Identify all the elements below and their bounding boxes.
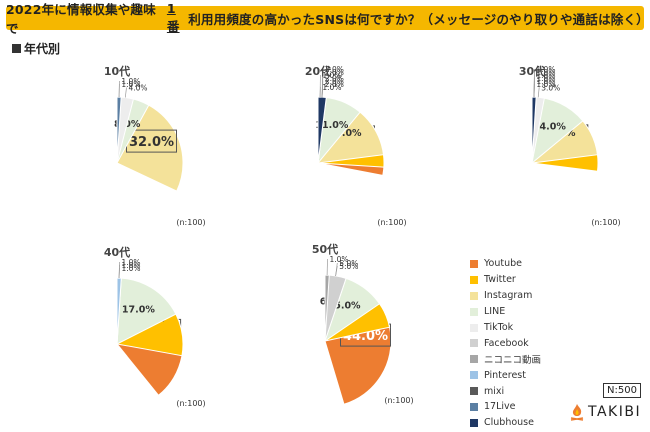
data-label: 1.0% <box>536 71 555 80</box>
legend-item: Facebook <box>470 335 541 351</box>
legend-label: Twitter <box>484 274 516 286</box>
chart-title: 50代 <box>312 242 338 256</box>
total-n-label: N:500 <box>603 383 641 398</box>
title-prefix: 2022年に情報収集や趣味で <box>6 2 156 36</box>
legend-swatch <box>470 259 478 268</box>
data-label: 1.0% <box>330 255 349 264</box>
pie-chart: 28.0%26.0%32.0%8.0%4.0%1.0%1.0%10代(n:100… <box>104 64 206 227</box>
data-label: 1.0% <box>536 80 555 89</box>
takibi-logo: TAKIBI <box>569 403 641 421</box>
title-underlined: 1番 <box>166 1 180 34</box>
leader-line <box>537 87 540 98</box>
data-label: 4.0% <box>129 84 148 93</box>
data-label: 14.0% <box>533 122 566 133</box>
brand-name: TAKIBI <box>588 404 642 420</box>
leader-line <box>335 262 338 276</box>
legend-swatch <box>470 339 478 348</box>
legend: Youtube Twitter Instagram LINE TikTok Faceboo… <box>470 256 541 431</box>
pie-chart: 38.0%27.0%12.0%17.0%1.0%1.0%1.0%40代(n:10… <box>104 245 206 408</box>
legend-swatch <box>470 291 478 300</box>
legend-label: Pinterest <box>484 369 526 381</box>
pie-slice <box>317 96 327 164</box>
data-label: 1.0% <box>322 83 341 92</box>
chart-title: 40代 <box>104 245 130 259</box>
data-label: 1.0% <box>536 65 555 74</box>
data-label: 5.0% <box>339 262 358 271</box>
legend-swatch <box>470 371 478 380</box>
legend-item: Pinterest <box>470 367 541 383</box>
n-label: (n:100) <box>377 218 406 227</box>
pie-chart: 27.0%27.0%23.0%14.0%3.0%1.0%1.0%1.0%1.0%… <box>519 64 621 227</box>
chart-title: 20代 <box>305 64 331 78</box>
legend-label: mixi <box>484 385 505 397</box>
chart-title: 30代 <box>519 64 545 78</box>
legend-item: Clubhouse <box>470 415 541 431</box>
data-label: 2.0% <box>325 77 344 86</box>
legend-item: LINE <box>470 304 541 320</box>
legend-swatch <box>470 418 478 427</box>
legend-label: ニコニコ動画 <box>484 355 542 367</box>
legend-item: Youtube <box>470 256 541 272</box>
pie-slice <box>531 96 537 164</box>
legend-item: Instagram <box>470 288 541 304</box>
data-label: 2.0% <box>325 80 344 89</box>
legend-label: TikTok <box>484 322 514 333</box>
pie-slice <box>116 277 122 345</box>
chart-title: 10代 <box>104 64 130 78</box>
pie-slice <box>324 274 330 342</box>
legend-item: mixi <box>470 383 541 399</box>
legend-swatch <box>470 402 478 411</box>
legend-swatch <box>470 387 478 396</box>
data-label: 23.0% <box>329 128 362 139</box>
legend-item: Twitter <box>470 272 541 288</box>
data-label: 1.0% <box>536 77 555 86</box>
legend-label: 17Live <box>484 401 516 413</box>
data-label: 1.0% <box>536 68 555 77</box>
data-label: 32.0% <box>129 135 174 150</box>
title-banner: 2022年に情報収集や趣味で 1番 利用用頻度の高かったSNSは何ですか？（メッセー… <box>6 1 649 36</box>
square-bullet-icon <box>12 44 21 53</box>
data-label: 11.0% <box>315 120 348 131</box>
data-label: 5.0% <box>339 259 358 268</box>
legend-swatch <box>470 323 478 332</box>
flame-icon <box>570 404 584 421</box>
data-label: 15.0% <box>328 300 361 311</box>
data-label: 1.0% <box>122 261 141 270</box>
n-label: (n:100) <box>176 399 205 408</box>
legend-label: Clubhouse <box>484 417 534 429</box>
leader-line <box>124 87 127 98</box>
n-label: (n:100) <box>176 218 205 227</box>
data-label: 1.0% <box>122 264 141 273</box>
data-label: 1.0% <box>122 258 141 267</box>
data-label: 2.0% <box>325 68 344 77</box>
data-label: 17.0% <box>122 305 155 316</box>
pie-chart: 28.0%26.0%23.0%11.0%1.0%2.0%2.0%2.0%1.0%… <box>305 64 407 227</box>
data-label: 1.0% <box>121 77 140 86</box>
legend-swatch <box>470 355 478 364</box>
data-label: 1.0% <box>121 80 140 89</box>
legend-item: 17Live <box>470 399 541 415</box>
legend-swatch <box>470 275 478 284</box>
legend-item: ニコニコ動画 <box>470 351 541 367</box>
pie-chart: 44.0%21.0%6.0%15.0%5.0%5.0%1.0%50代(n:100… <box>312 242 414 405</box>
data-label: 2.0% <box>325 74 344 83</box>
legend-label: Facebook <box>484 337 529 349</box>
data-label: 2.0% <box>325 65 344 74</box>
data-label: 3.0% <box>541 83 560 92</box>
legend-label: Instagram <box>484 290 533 302</box>
n-label: (n:100) <box>591 218 620 227</box>
legend-label: Youtube <box>484 258 522 270</box>
title-suffix: 利用用頻度の高かったSNSは何ですか？（メッセージのやり取りや通話は除く） <box>188 11 649 27</box>
section-label: 年代別 <box>12 40 60 57</box>
n-label: (n:100) <box>384 396 413 405</box>
pie-slice <box>116 96 122 164</box>
legend-item: TikTok <box>470 320 541 336</box>
legend-label: LINE <box>484 306 506 318</box>
data-label: 1.0% <box>536 74 555 83</box>
data-label: 1.0% <box>322 71 341 80</box>
leader-line <box>321 69 324 98</box>
data-label: 8.0% <box>114 119 141 130</box>
legend-swatch <box>470 307 478 316</box>
